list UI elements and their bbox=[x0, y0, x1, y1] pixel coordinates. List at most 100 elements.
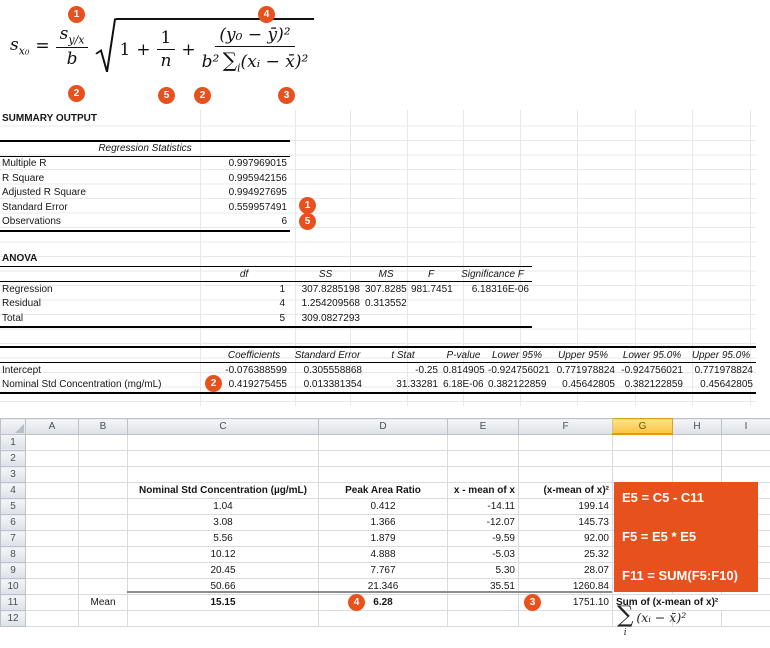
sheet-cell[interactable]: -9.59 bbox=[447, 530, 519, 547]
sheet-cell[interactable] bbox=[318, 433, 448, 451]
sheet-cell[interactable] bbox=[721, 466, 770, 483]
sheet-cell[interactable] bbox=[78, 450, 128, 467]
sheet-cell[interactable] bbox=[318, 610, 448, 627]
row-header-7[interactable]: 7 bbox=[0, 530, 26, 547]
sheet-cell[interactable] bbox=[127, 450, 319, 467]
sheet-cell[interactable] bbox=[78, 530, 128, 547]
sheet-cell[interactable] bbox=[78, 482, 128, 499]
sheet-cell[interactable]: 0.412 bbox=[318, 498, 448, 515]
header-cell-f4[interactable]: (x-mean of x)² bbox=[518, 482, 613, 499]
sheet-cell[interactable] bbox=[25, 498, 79, 515]
sheet-cell[interactable] bbox=[447, 433, 519, 451]
sheet-cell[interactable] bbox=[721, 610, 770, 627]
sheet-cell[interactable] bbox=[25, 530, 79, 547]
mean-label-cell[interactable]: Mean bbox=[78, 594, 128, 611]
sheet-cell[interactable] bbox=[78, 562, 128, 579]
sheet-cell[interactable] bbox=[721, 450, 770, 467]
sheet-cell[interactable] bbox=[25, 514, 79, 531]
sheet-cell[interactable] bbox=[612, 450, 673, 467]
sheet-cell[interactable] bbox=[447, 594, 519, 611]
sheet-cell[interactable] bbox=[25, 450, 79, 467]
sheet-cell[interactable] bbox=[318, 450, 448, 467]
sheet-cell[interactable] bbox=[672, 433, 722, 451]
sheet-cell[interactable]: 1.04 bbox=[127, 498, 319, 515]
column-header-g-selected[interactable]: G bbox=[612, 418, 673, 435]
column-header-d[interactable]: D bbox=[318, 418, 448, 435]
row-header-12[interactable]: 12 bbox=[0, 610, 26, 627]
mean-c-cell[interactable]: 15.15 bbox=[127, 594, 319, 611]
column-header-i[interactable]: I bbox=[721, 418, 770, 435]
sheet-cell[interactable] bbox=[318, 466, 448, 483]
row-header-5[interactable]: 5 bbox=[0, 498, 26, 515]
sheet-cell[interactable]: 1.879 bbox=[318, 530, 448, 547]
sheet-cell[interactable] bbox=[612, 433, 673, 451]
header-cell-c4[interactable]: Nominal Std Concentration (µg/mL) bbox=[127, 482, 319, 499]
sheet-cell[interactable] bbox=[78, 498, 128, 515]
sheet-cell[interactable] bbox=[127, 433, 319, 451]
sheet-cell[interactable] bbox=[672, 466, 722, 483]
sheet-cell[interactable] bbox=[518, 433, 613, 451]
sheet-cell[interactable] bbox=[518, 610, 613, 627]
sheet-cell[interactable]: 10.12 bbox=[127, 546, 319, 563]
mean-d-cell[interactable]: 6.28 bbox=[318, 594, 448, 611]
row-header-1[interactable]: 1 bbox=[0, 433, 26, 451]
sheet-cell[interactable]: 4.888 bbox=[318, 546, 448, 563]
row-header-3[interactable]: 3 bbox=[0, 466, 26, 483]
sheet-cell[interactable]: 1.366 bbox=[318, 514, 448, 531]
sheet-cell[interactable] bbox=[78, 578, 128, 595]
header-cell-d4[interactable]: Peak Area Ratio bbox=[318, 482, 448, 499]
sheet-cell[interactable] bbox=[518, 450, 613, 467]
column-header-b[interactable]: B bbox=[78, 418, 128, 435]
sheet-cell[interactable]: 28.07 bbox=[518, 562, 613, 579]
sheet-cell[interactable]: 5.30 bbox=[447, 562, 519, 579]
sheet-cell[interactable] bbox=[447, 450, 519, 467]
sheet-cell[interactable] bbox=[25, 433, 79, 451]
sheet-cell[interactable] bbox=[25, 610, 79, 627]
square-root: 1 + 1 n + (y₀ − ȳ)² b² ∑i(xᵢ − x̄)² bbox=[95, 18, 315, 74]
row-header-2[interactable]: 2 bbox=[0, 450, 26, 467]
sheet-cell[interactable]: 3.08 bbox=[127, 514, 319, 531]
sheet-cell[interactable] bbox=[127, 610, 319, 627]
sheet-cell[interactable] bbox=[127, 466, 319, 483]
sheet-cell[interactable] bbox=[25, 546, 79, 563]
sheet-cell[interactable] bbox=[78, 610, 128, 627]
sheet-cell[interactable]: -5.03 bbox=[447, 546, 519, 563]
sheet-cell[interactable] bbox=[612, 466, 673, 483]
row-header-8[interactable]: 8 bbox=[0, 546, 26, 563]
column-header-e[interactable]: E bbox=[447, 418, 519, 435]
column-header-h[interactable]: H bbox=[672, 418, 722, 435]
sheet-cell[interactable] bbox=[25, 466, 79, 483]
row-header-6[interactable]: 6 bbox=[0, 514, 26, 531]
sheet-cell[interactable]: -14.11 bbox=[447, 498, 519, 515]
sheet-cell[interactable] bbox=[25, 482, 79, 499]
sheet-cell[interactable] bbox=[672, 450, 722, 467]
sheet-cell[interactable] bbox=[25, 578, 79, 595]
sheet-cell[interactable]: 92.00 bbox=[518, 530, 613, 547]
sheet-cell[interactable] bbox=[78, 546, 128, 563]
select-all-corner[interactable] bbox=[0, 418, 26, 435]
column-header-a[interactable]: A bbox=[25, 418, 79, 435]
sheet-cell[interactable] bbox=[721, 433, 770, 451]
sheet-cell[interactable] bbox=[78, 433, 128, 451]
sheet-cell[interactable]: 5.56 bbox=[127, 530, 319, 547]
row-header-4[interactable]: 4 bbox=[0, 482, 26, 499]
sheet-cell[interactable] bbox=[518, 466, 613, 483]
column-header-f[interactable]: F bbox=[518, 418, 613, 435]
sheet-cell[interactable]: 7.767 bbox=[318, 562, 448, 579]
sheet-cell[interactable]: 199.14 bbox=[518, 498, 613, 515]
column-header-c[interactable]: C bbox=[127, 418, 319, 435]
sheet-cell[interactable] bbox=[78, 514, 128, 531]
sheet-cell[interactable]: 20.45 bbox=[127, 562, 319, 579]
sheet-cell[interactable]: 145.73 bbox=[518, 514, 613, 531]
row-header-11[interactable]: 11 bbox=[0, 594, 26, 611]
sheet-cell[interactable] bbox=[78, 466, 128, 483]
row-header-10[interactable]: 10 bbox=[0, 578, 26, 595]
sheet-cell[interactable] bbox=[25, 594, 79, 611]
header-cell-e4[interactable]: x - mean of x bbox=[447, 482, 519, 499]
sheet-cell[interactable]: -12.07 bbox=[447, 514, 519, 531]
sheet-cell[interactable] bbox=[25, 562, 79, 579]
sheet-cell[interactable] bbox=[447, 466, 519, 483]
row-header-9[interactable]: 9 bbox=[0, 562, 26, 579]
sheet-cell[interactable]: 25.32 bbox=[518, 546, 613, 563]
sheet-cell[interactable] bbox=[447, 610, 519, 627]
